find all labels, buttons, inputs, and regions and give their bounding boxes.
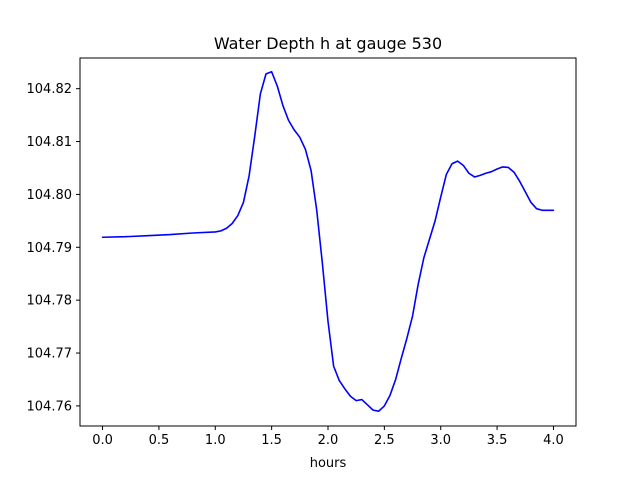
- x-tick-label: 0.0: [92, 433, 113, 448]
- x-axis: 0.0 0.5 1.0 1.5 2.0 2.5 3.0 3.5 4.0: [92, 426, 564, 448]
- x-tick-label: 3.0: [430, 433, 451, 448]
- series-line-0: [101, 70, 555, 412]
- x-tick-label: 1.5: [261, 433, 282, 448]
- x-tick-label: 3.5: [487, 433, 508, 448]
- y-tick-label: 104.80: [27, 188, 73, 203]
- x-axis-label: hours: [310, 456, 347, 471]
- y-tick-label: 104.76: [27, 399, 73, 414]
- y-tick-label: 104.77: [27, 347, 73, 362]
- x-tick-label: 4.0: [543, 433, 564, 448]
- x-tick-label: 2.5: [374, 433, 395, 448]
- y-tick-label: 104.78: [27, 294, 73, 309]
- x-tick-label: 2.0: [318, 433, 339, 448]
- y-tick-label: 104.81: [27, 135, 73, 150]
- y-axis: 104.76 104.77 104.78 104.79 104.80 104.81 104.…: [27, 82, 80, 414]
- chart-title: Water Depth h at gauge 530: [214, 34, 442, 53]
- x-tick-label: 1.0: [205, 433, 226, 448]
- x-tick-label: 0.5: [149, 433, 170, 448]
- y-tick-label: 104.79: [27, 241, 73, 256]
- y-tick-label: 104.82: [27, 82, 73, 97]
